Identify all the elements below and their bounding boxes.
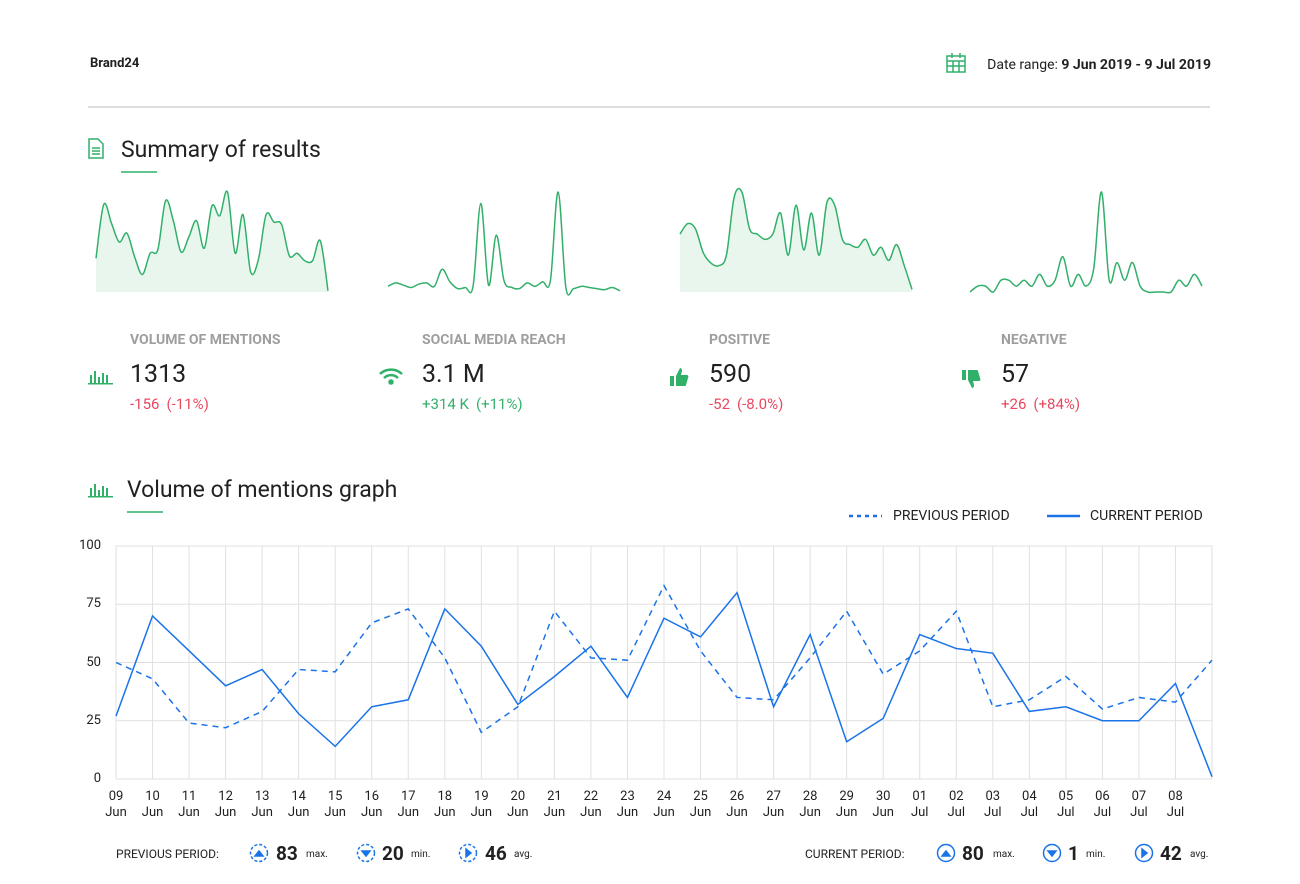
stats-label: PREVIOUS PERIOD:	[116, 847, 219, 861]
x-tick-label: 14 Jun	[287, 789, 310, 820]
x-tick-label: 12 Jun	[214, 789, 237, 820]
wifi-icon	[379, 368, 403, 385]
x-tick-label: 11 Jun	[178, 789, 200, 820]
section-title: Volume of mentions graph	[127, 476, 398, 503]
percent: (+11%)	[475, 395, 523, 413]
x-tick-label: 24 Jun	[653, 789, 675, 820]
percent: (-11%)	[166, 395, 209, 413]
percent: (-8.0%)	[737, 395, 784, 413]
change: -52	[709, 395, 731, 413]
x-tick-label: 28 Jun	[799, 789, 821, 820]
x-tick-label: 27 Jun	[762, 789, 785, 820]
stat-icons	[249, 843, 1154, 863]
legend-label: PREVIOUS PERIOD	[893, 508, 1010, 524]
card-label: NEGATIVE	[1001, 332, 1067, 348]
x-tick-label: 08 Jul	[1166, 789, 1185, 820]
stat-value: 46	[485, 842, 507, 865]
stat-word: avg.	[1190, 849, 1209, 860]
x-tick-label: 25 Jun	[689, 789, 712, 820]
card-value: 1313	[130, 360, 187, 389]
x-tick-label: 21 Jun	[543, 789, 566, 820]
stat-word: max.	[993, 849, 1015, 860]
date-label: Date range:	[987, 57, 1058, 73]
card-label: POSITIVE	[709, 332, 770, 348]
sparkline	[95, 190, 329, 291]
x-tick-label: 29 Jun	[835, 789, 858, 820]
card-value: 3.1 M	[422, 360, 485, 389]
x-tick-label: 18 Jun	[434, 789, 456, 820]
card-label: SOCIAL MEDIA REACH	[422, 332, 566, 348]
date-range: Date range: 9 Jun 2019 - 9 Jul 2019	[987, 58, 1211, 72]
card-label: VOLUME OF MENTIONS	[130, 332, 281, 348]
card-value: 57	[1001, 360, 1030, 389]
card-change: +314 K (+11%)	[422, 397, 523, 412]
stat-word: avg.	[514, 849, 533, 860]
x-tick-label: 01 Jul	[910, 789, 929, 820]
x-tick-label: 26 Jun	[726, 789, 748, 820]
series-line	[115, 591, 1213, 777]
change: +26	[1001, 395, 1027, 413]
y-tick-label: 25	[86, 712, 101, 728]
sparkline	[387, 191, 621, 296]
sparkline	[679, 187, 913, 290]
sparkline	[969, 191, 1203, 294]
x-tick-label: 06 Jul	[1093, 789, 1112, 820]
x-tick-label: 23 Jun	[616, 789, 639, 820]
x-tick-label: 16 Jun	[360, 789, 383, 820]
y-tick-label: 50	[86, 654, 101, 670]
x-tick-label: 03 Jul	[984, 789, 1002, 820]
x-tick-label: 13 Jun	[251, 789, 273, 820]
thumbs-up-icon	[670, 368, 689, 386]
stat-value: 42	[1160, 842, 1182, 865]
date-value: 9 Jun 2019 - 9 Jul 2019	[1061, 57, 1211, 73]
x-tick-label: 09 Jun	[105, 789, 127, 820]
change: -156	[130, 395, 160, 413]
card-change: -156 (-11%)	[130, 397, 209, 412]
x-tick-label: 30 Jun	[872, 789, 894, 820]
card-change: -52 (-8.0%)	[709, 397, 783, 412]
stat-word: max.	[306, 849, 328, 860]
card-change: +26 (+84%)	[1001, 397, 1080, 412]
stat-value: 20	[382, 842, 404, 865]
x-tick-label: 20 Jun	[507, 789, 529, 820]
sparkline-area	[680, 188, 912, 292]
calendar-icon	[946, 53, 966, 73]
card-value: 590	[709, 360, 752, 389]
x-tick-label: 04 Jul	[1020, 789, 1039, 820]
x-tick-label: 02 Jul	[947, 789, 966, 820]
x-tick-label: 17 Jun	[397, 789, 420, 820]
legend-label: CURRENT PERIOD	[1090, 508, 1203, 524]
bars-icon	[88, 371, 113, 385]
thumbs-down-icon	[962, 370, 981, 388]
x-tick-label: 22 Jun	[580, 789, 602, 820]
stat-word: min.	[1086, 849, 1106, 860]
y-tick-label: 0	[93, 771, 101, 786]
series-line	[115, 583, 1213, 734]
section-title: Summary of results	[121, 136, 321, 163]
bars-icon	[88, 484, 113, 498]
y-tick-label: 100	[79, 538, 101, 553]
document-icon	[88, 138, 104, 159]
stat-value: 1	[1068, 842, 1079, 865]
stat-value: 80	[962, 842, 984, 865]
y-tick-label: 75	[86, 596, 101, 612]
x-tick-label: 10 Jun	[141, 789, 164, 820]
stat-word: min.	[411, 849, 431, 860]
percent: (+84%)	[1033, 395, 1081, 413]
stat-value: 83	[276, 842, 298, 865]
brand: Brand24	[90, 56, 140, 71]
change: +314 K	[422, 395, 469, 413]
x-tick-label: 15 Jun	[324, 789, 346, 820]
x-tick-label: 19 Jun	[470, 789, 493, 820]
x-tick-label: 07 Jul	[1130, 789, 1148, 820]
x-tick-label: 05 Jul	[1057, 789, 1075, 820]
stats-label: CURRENT PERIOD:	[805, 847, 905, 861]
